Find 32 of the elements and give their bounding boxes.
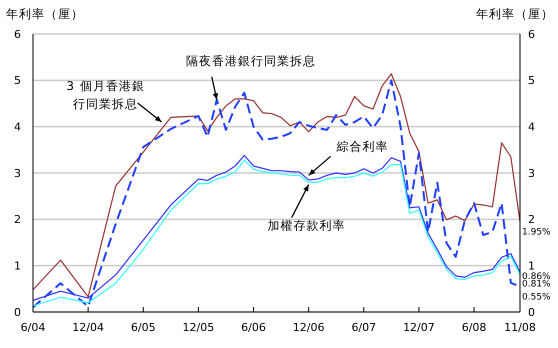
y-tick-label: 4 bbox=[14, 120, 21, 134]
x-tick-label: 12/07 bbox=[403, 320, 435, 334]
annotation: 加權存款利率 bbox=[268, 218, 346, 233]
x-tick-label: 12/06 bbox=[292, 320, 325, 334]
data-label: 1.95% bbox=[522, 228, 552, 238]
data-label: 0.55% bbox=[522, 292, 552, 303]
y2-tick-label: 4 bbox=[528, 120, 535, 134]
y-tick-label: 2 bbox=[14, 213, 21, 226]
y2-tick-label: 5 bbox=[528, 74, 535, 88]
y-tick-label: 0 bbox=[14, 306, 21, 319]
x-tick-label: 6/06 bbox=[241, 320, 266, 334]
x-tick-label: 11/08 bbox=[504, 320, 536, 334]
y2-tick-label: 6 bbox=[528, 28, 535, 41]
x-tick-label: 12/04 bbox=[72, 320, 104, 334]
y-axis-title: 年利率（厘） bbox=[6, 6, 84, 23]
y-tick-label: 1 bbox=[14, 260, 21, 273]
y2-tick-label: 2 bbox=[528, 213, 535, 226]
y-tick-label: 3 bbox=[14, 166, 21, 180]
annotation: 綜合利率 bbox=[336, 139, 389, 154]
y2-axis-title: 年利率（厘） bbox=[476, 6, 554, 23]
y2-tick-label: 0 bbox=[528, 306, 535, 319]
x-tick-label: 6/08 bbox=[462, 320, 486, 334]
y-tick-label: 6 bbox=[14, 28, 21, 41]
y2-tick-label: 3 bbox=[528, 166, 535, 180]
annotation: 3 個月香港銀行同業拆息 bbox=[66, 79, 145, 112]
annotation: 隔夜香港銀行同業拆息 bbox=[186, 54, 316, 68]
y-tick-label: 5 bbox=[14, 74, 21, 88]
x-tick-label: 12/05 bbox=[182, 320, 214, 334]
y2-tick-label: 1 bbox=[528, 260, 535, 273]
x-tick-label: 6/04 bbox=[20, 320, 46, 334]
x-tick-label: 6/05 bbox=[130, 320, 156, 334]
x-tick-label: 6/07 bbox=[351, 320, 376, 334]
